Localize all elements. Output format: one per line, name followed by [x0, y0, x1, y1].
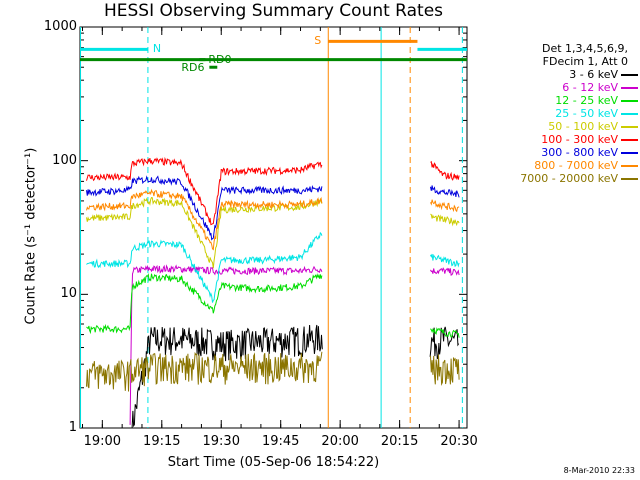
- legend-entry: 800 - 7000 keV: [490, 159, 640, 172]
- legend-entry: 12 - 25 keV: [490, 94, 640, 107]
- y-axis-label: Count Rate (s⁻¹ detector⁻¹): [23, 147, 39, 325]
- legend-label: 50 - 100 keV: [548, 120, 618, 133]
- legend-header: Det 1,3,4,5,6,9,: [541, 42, 628, 55]
- annotation-label: N: [152, 42, 162, 56]
- legend-label: 12 - 25 keV: [555, 94, 618, 107]
- legend-swatch: [621, 139, 638, 141]
- legend-label: 100 - 300 keV: [541, 133, 618, 146]
- x-tick-label: 20:30: [440, 434, 478, 449]
- annotation-label: S: [314, 34, 322, 48]
- series-line: [86, 231, 460, 303]
- series-line: [86, 175, 460, 241]
- series-line: [86, 351, 460, 392]
- x-axis-label: Start Time (05-Sep-06 18:54:22): [167, 455, 380, 470]
- footer-timestamp: 8-Mar-2010 22:33: [563, 466, 635, 475]
- legend-swatch: [621, 126, 638, 128]
- series-line: [86, 188, 460, 251]
- annotation-label: RD6: [181, 61, 205, 75]
- legend-header: FDecim 1, Att 0: [542, 55, 628, 68]
- series-line: [129, 264, 460, 425]
- legend-label: 7000 - 20000 keV: [520, 172, 618, 185]
- legend-swatch: [621, 165, 638, 167]
- series-line: [86, 273, 460, 338]
- y-tick-label: 100: [52, 152, 77, 168]
- x-tick-label: 20:00: [321, 434, 359, 449]
- x-tick-label: 19:15: [143, 434, 181, 449]
- series-line: [86, 197, 460, 269]
- legend-label: 800 - 7000 keV: [534, 159, 618, 172]
- legend-swatch: [621, 113, 638, 115]
- x-tick-label: 19:45: [261, 434, 300, 449]
- legend-entry: 3 - 6 keV: [490, 68, 640, 81]
- y-tick-label: 10: [60, 286, 77, 302]
- series-line: [131, 324, 460, 429]
- legend-entry: 100 - 300 keV: [490, 133, 640, 146]
- legend-label: 3 - 6 keV: [569, 68, 618, 81]
- legend-swatch: [621, 87, 638, 89]
- legend-entry: 6 - 12 keV: [490, 81, 640, 94]
- legend-entry: 50 - 100 keV: [490, 120, 640, 133]
- series-line: [86, 156, 460, 226]
- y-tick-label: 1: [68, 420, 77, 435]
- plot-frame: [79, 26, 468, 429]
- chart-title: HESSI Observing Summary Count Rates: [103, 1, 444, 21]
- x-tick-label: 19:00: [83, 434, 122, 449]
- legend-label: 25 - 50 keV: [555, 107, 618, 120]
- x-tick-label: 19:30: [202, 434, 240, 449]
- x-tick-label: 20:15: [380, 434, 419, 449]
- legend-label: 300 - 800 keV: [541, 146, 618, 159]
- legend-entry: 25 - 50 keV: [490, 107, 640, 120]
- legend-swatch: [621, 178, 638, 180]
- legend-entry: 300 - 800 keV: [490, 146, 640, 159]
- legend-swatch: [621, 74, 638, 76]
- y-tick-label: 1000: [43, 19, 77, 34]
- legend-swatch: [621, 152, 638, 154]
- legend-swatch: [621, 100, 638, 102]
- legend-label: 6 - 12 keV: [562, 81, 618, 94]
- annotation-label: RD0: [208, 52, 232, 66]
- legend-entry: 7000 - 20000 keV: [490, 172, 640, 185]
